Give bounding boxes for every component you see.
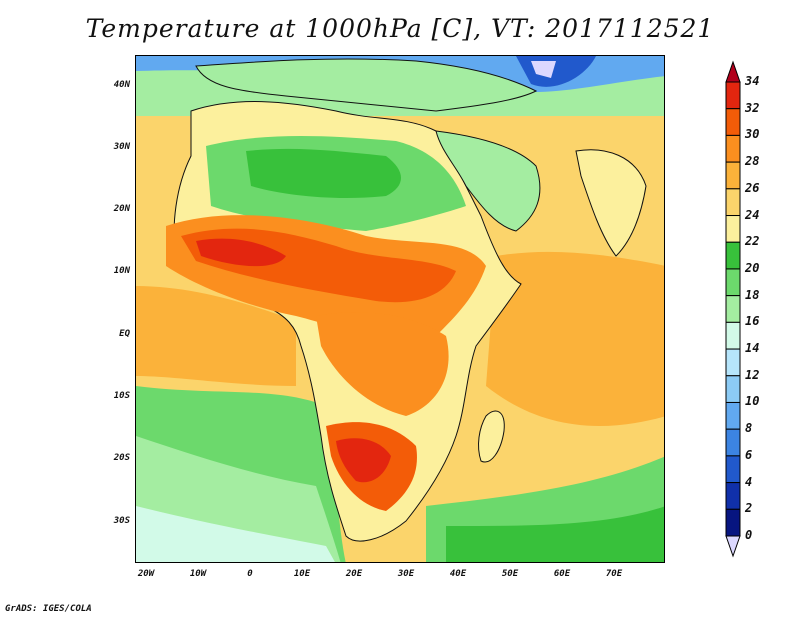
- lon-tick-label: 10E: [293, 569, 311, 579]
- indian-ocean-warm: [486, 251, 664, 427]
- lat-tick-label: 20S: [113, 453, 130, 463]
- colorbar-box: [725, 241, 741, 270]
- plot-title: Temperature at 1000hPa [C], VT: 20171125…: [85, 14, 715, 43]
- lon-tick-label: 20E: [345, 569, 363, 579]
- lon-tick-label: 50E: [501, 569, 519, 579]
- colorbar-level-label: 34: [745, 74, 760, 88]
- colorbar-level-label: 32: [745, 100, 760, 115]
- europe: [195, 58, 538, 112]
- colorbar-top-arrow: [725, 60, 741, 83]
- colorbar-box: [725, 348, 741, 377]
- colorbar-level-label: 14: [745, 341, 760, 356]
- lon-tick-label: 60E: [553, 569, 571, 579]
- lat-tick-label: 10S: [113, 391, 130, 401]
- madagascar: [478, 410, 505, 463]
- colorbar: [725, 60, 741, 558]
- colorbar-box: [725, 188, 741, 217]
- sahara-green: [246, 148, 401, 198]
- lat-tick-label: 30N: [113, 142, 130, 152]
- colorbar-box: [725, 161, 741, 190]
- lat-tick-label: 30S: [113, 516, 130, 526]
- colorbar-box: [725, 321, 741, 350]
- south-atlantic-cool: [136, 506, 335, 562]
- colorbar-level-label: 24: [745, 207, 760, 222]
- colorbar-level-label: 22: [745, 234, 760, 249]
- colorbar-level-label: 6: [745, 447, 753, 462]
- lat-tick-label: 40N: [113, 80, 130, 90]
- colorbar-level-label: 2: [745, 501, 753, 516]
- lat-tick-label: EQ: [119, 329, 130, 339]
- kalahari-hot: [336, 438, 391, 483]
- colorbar-box: [725, 215, 741, 243]
- lon-tick-label: 0: [247, 569, 253, 579]
- colorbar-level-label: 12: [745, 367, 760, 382]
- gulf-guinea-warm: [136, 286, 296, 386]
- colorbar-level-label: 30: [745, 127, 760, 142]
- colorbar-level-label: 16: [745, 314, 760, 329]
- map-canvas: [136, 56, 664, 562]
- colorbar-level-label: 26: [745, 180, 760, 195]
- credit-text: GrADS: IGES/COLA: [5, 604, 92, 614]
- colorbar-box: [725, 508, 741, 537]
- colorbar-box: [725, 295, 741, 323]
- west-africa-hot: [196, 238, 286, 267]
- central-africa: [316, 312, 449, 416]
- lon-tick-label: 70E: [605, 569, 623, 579]
- lat-tick-label: 20N: [113, 204, 130, 214]
- colorbar-level-label: 20: [745, 260, 760, 275]
- lon-tick-label: 20W: [137, 569, 155, 579]
- colorbar-box: [725, 268, 741, 297]
- lon-tick-label: 40E: [449, 569, 467, 579]
- arabian-peninsula: [435, 130, 541, 232]
- colorbar-level-label: 0: [745, 528, 753, 542]
- lat-tick-label: 10N: [113, 266, 130, 276]
- colorbar-box: [725, 401, 741, 430]
- coldest-core: [531, 61, 556, 78]
- lon-tick-label: 10W: [189, 569, 207, 579]
- colorbar-level-label: 18: [745, 287, 760, 302]
- colorbar-box: [725, 375, 741, 403]
- colorbar-box: [725, 455, 741, 484]
- colorbar-box: [725, 81, 741, 110]
- colorbar-level-label: 4: [745, 474, 753, 489]
- lon-tick-label: 30E: [397, 569, 415, 579]
- colorbar-level-label: 10: [745, 394, 760, 409]
- colorbar-box: [725, 108, 741, 136]
- colorbar-box: [725, 428, 741, 457]
- south-indian-band: [446, 506, 664, 562]
- colorbar-level-label: 28: [745, 154, 760, 169]
- colorbar-bottom-arrow: [725, 535, 741, 558]
- colorbar-box: [725, 482, 741, 510]
- colorbar-level-label: 8: [745, 421, 753, 436]
- colorbar-box: [725, 134, 741, 163]
- temperature-map: [135, 55, 665, 563]
- india: [575, 149, 647, 257]
